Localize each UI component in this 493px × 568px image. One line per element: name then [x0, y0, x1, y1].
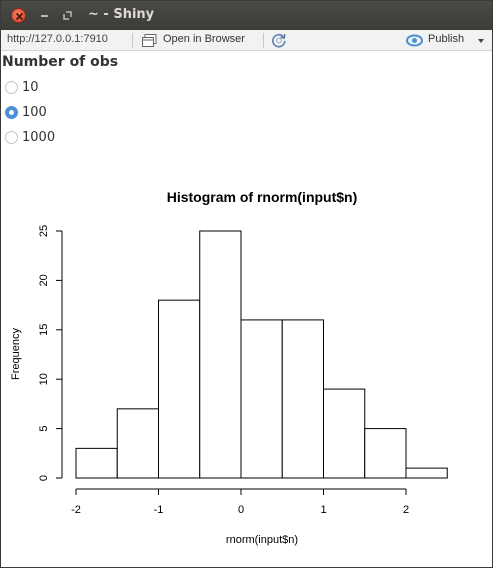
- window-title: ~ - Shiny: [88, 7, 154, 22]
- histogram-bar: [241, 320, 282, 478]
- y-tick-label: 0: [38, 475, 50, 481]
- publish-button[interactable]: Publish: [428, 33, 464, 45]
- radio-option-100[interactable]: 100: [5, 103, 47, 121]
- open-in-browser-button[interactable]: Open in Browser: [163, 33, 245, 45]
- y-axis-label: Frequency: [10, 328, 22, 380]
- histogram-bar: [159, 300, 200, 478]
- shiny-app: Number of obs 10 100 1000 Histogram of r…: [1, 52, 492, 567]
- refresh-icon[interactable]: [271, 32, 287, 48]
- y-tick-label: 5: [38, 426, 50, 432]
- minimize-icon[interactable]: [38, 9, 51, 22]
- histogram-bar: [117, 409, 158, 478]
- viewer-toolbar: http://127.0.0.1:7910 Open in Browser Pu…: [1, 30, 492, 51]
- y-tick-label: 10: [38, 373, 50, 385]
- radio-button-selected[interactable]: [5, 106, 18, 119]
- radio-option-10[interactable]: 10: [5, 78, 39, 96]
- x-tick-label: 0: [238, 504, 244, 516]
- maximize-icon[interactable]: [61, 9, 74, 22]
- toolbar-separator: [263, 33, 264, 48]
- open-in-browser-icon[interactable]: [141, 33, 158, 48]
- histogram-bar: [200, 231, 241, 478]
- histogram-bar: [282, 320, 323, 478]
- y-tick-label: 25: [38, 225, 50, 237]
- histogram-bar: [365, 429, 406, 478]
- radio-label: 100: [22, 105, 47, 120]
- radio-button[interactable]: [5, 131, 18, 144]
- x-tick-label: 1: [320, 504, 326, 516]
- chevron-down-icon[interactable]: [478, 39, 484, 43]
- x-tick-label: 2: [403, 504, 409, 516]
- y-tick-label: 15: [38, 324, 50, 336]
- title-bar: ~ - Shiny: [1, 1, 492, 30]
- histogram-bar: [406, 468, 447, 478]
- obs-control-label: Number of obs: [2, 54, 118, 70]
- histogram-bar: [324, 389, 365, 478]
- histogram-plot: Histogram of rnorm(input$n) -2 -1 0 1 2 rnorm(…: [1, 177, 492, 567]
- radio-label: 1000: [22, 130, 55, 145]
- radio-option-1000[interactable]: 1000: [5, 128, 55, 146]
- radio-button[interactable]: [5, 81, 18, 94]
- chart-title: Histogram of rnorm(input$n): [167, 189, 358, 205]
- close-icon[interactable]: [11, 8, 26, 23]
- x-tick-label: -1: [154, 504, 164, 516]
- url-text[interactable]: http://127.0.0.1:7910: [7, 33, 108, 45]
- y-tick-label: 20: [38, 274, 50, 286]
- publish-icon[interactable]: [406, 34, 423, 47]
- histogram-bar: [76, 448, 117, 478]
- x-tick-label: -2: [71, 504, 81, 516]
- toolbar-separator: [132, 33, 133, 48]
- x-axis-label: rnorm(input$n): [226, 534, 298, 546]
- radio-label: 10: [22, 80, 39, 95]
